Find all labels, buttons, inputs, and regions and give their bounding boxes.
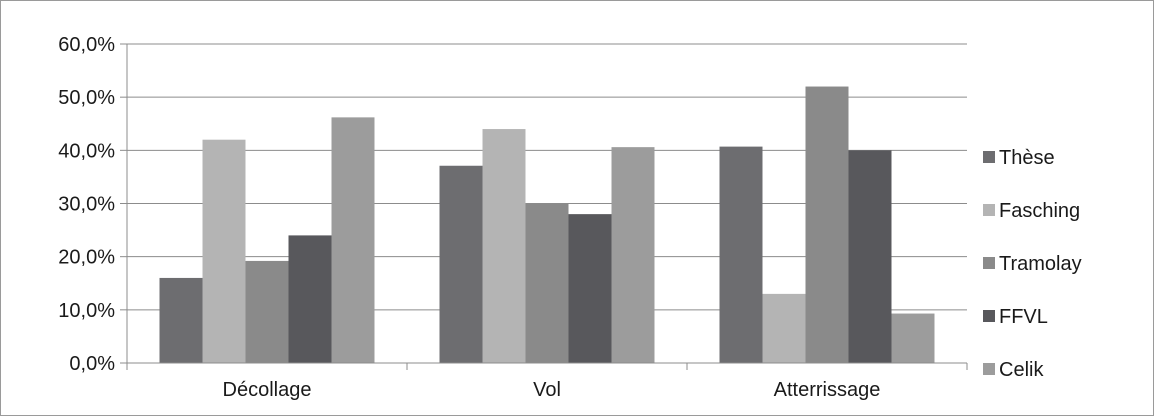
bars [159, 86, 935, 364]
bar-ffvl-0 [288, 235, 332, 363]
bar-tramolay-0 [245, 260, 289, 363]
bar-ffvl-1 [568, 214, 612, 363]
bar-celik-1 [611, 147, 655, 363]
y-tick-label: 50,0% [58, 87, 115, 109]
bar-th-se-2 [719, 146, 763, 363]
legend-swatch [983, 257, 995, 269]
bar-tramolay-2 [805, 86, 849, 364]
legend-label: Thèse [999, 147, 1055, 169]
bar-fasching-2 [762, 293, 806, 363]
category-label: Vol [533, 379, 561, 401]
legend-swatch [983, 204, 995, 216]
legend-label: Fasching [999, 200, 1080, 222]
bar-tramolay-1 [525, 203, 569, 363]
axes [120, 43, 968, 370]
bar-celik-2 [891, 313, 935, 363]
category-label: Atterrissage [774, 379, 881, 401]
legend-swatch [983, 310, 995, 322]
bar-ffvl-2 [848, 150, 892, 363]
y-tick-label: 20,0% [58, 247, 115, 269]
bar-celik-0 [331, 117, 375, 364]
y-tick-label: 10,0% [58, 300, 115, 322]
legend-label: Celik [999, 359, 1044, 381]
y-tick-label: 0,0% [69, 353, 115, 375]
y-tick-label: 40,0% [58, 140, 115, 162]
y-tick-labels: 0,0% 10,0% 20,0% 30,0% 40,0% 50,0% 60,0% [58, 34, 115, 375]
legend: Thèse Fasching Tramolay FFVL Celik [983, 147, 1082, 381]
bar-fasching-0 [202, 139, 246, 363]
legend-swatch [983, 363, 995, 375]
legend-swatch [983, 151, 995, 163]
bar-fasching-1 [482, 129, 526, 363]
y-tick-label: 30,0% [58, 194, 115, 216]
category-label: Décollage [223, 379, 312, 401]
bar-th-se-0 [159, 277, 203, 363]
legend-label: Tramolay [999, 253, 1082, 275]
category-labels: Décollage Vol Atterrissage [223, 379, 881, 401]
y-tick-label: 60,0% [58, 34, 115, 56]
legend-label: FFVL [999, 306, 1048, 328]
bar-th-se-1 [439, 165, 483, 363]
